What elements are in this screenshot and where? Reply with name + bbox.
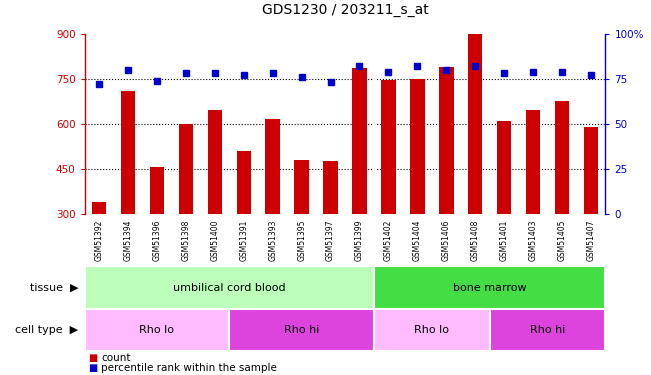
Bar [236,151,251,214]
Bar [374,309,490,351]
Text: percentile rank within the sample: percentile rank within the sample [101,363,277,373]
Text: umbilical cord blood: umbilical cord blood [173,283,286,293]
Text: Rho hi: Rho hi [284,325,320,335]
Text: GSM51404: GSM51404 [413,219,422,261]
Bar [584,127,598,214]
Bar [208,110,222,214]
Text: bone marrow: bone marrow [453,283,527,293]
Text: GSM51394: GSM51394 [124,219,133,261]
Text: GSM51402: GSM51402 [384,219,393,261]
Bar [410,79,424,214]
Text: Rho lo: Rho lo [414,325,449,335]
Text: GSM51403: GSM51403 [529,219,538,261]
Text: ■: ■ [88,353,97,363]
Text: GDS1230 / 203211_s_at: GDS1230 / 203211_s_at [262,3,428,17]
Bar [555,101,569,214]
Bar [526,110,540,214]
Text: ■: ■ [88,363,97,373]
Bar [439,67,454,214]
Text: Rho lo: Rho lo [139,325,174,335]
Text: GSM51400: GSM51400 [210,219,219,261]
Bar [229,309,374,351]
Bar [266,119,280,214]
Text: tissue  ▶: tissue ▶ [29,283,78,293]
Text: GSM51391: GSM51391 [240,219,248,261]
Bar [150,167,164,214]
Text: GSM51396: GSM51396 [152,219,161,261]
Bar [497,121,512,214]
Text: GSM51408: GSM51408 [471,219,480,261]
Text: cell type  ▶: cell type ▶ [15,325,78,335]
Text: count: count [101,353,130,363]
Text: Rho hi: Rho hi [530,325,565,335]
Bar [490,309,605,351]
Bar [374,266,605,309]
Text: GSM51397: GSM51397 [326,219,335,261]
Bar [468,34,482,214]
Text: GSM51407: GSM51407 [587,219,596,261]
Bar [92,202,106,214]
Text: GSM51405: GSM51405 [557,219,566,261]
Bar [294,160,309,214]
Bar [85,266,374,309]
Bar [178,124,193,214]
Bar [352,68,367,214]
Bar [324,161,338,214]
Text: GSM51398: GSM51398 [182,219,190,261]
Text: GSM51401: GSM51401 [500,219,508,261]
Text: GSM51399: GSM51399 [355,219,364,261]
Bar [85,309,229,351]
Text: GSM51392: GSM51392 [94,219,104,261]
Text: GSM51406: GSM51406 [442,219,450,261]
Text: GSM51395: GSM51395 [297,219,306,261]
Text: GSM51393: GSM51393 [268,219,277,261]
Bar [381,80,396,214]
Bar [121,91,135,214]
